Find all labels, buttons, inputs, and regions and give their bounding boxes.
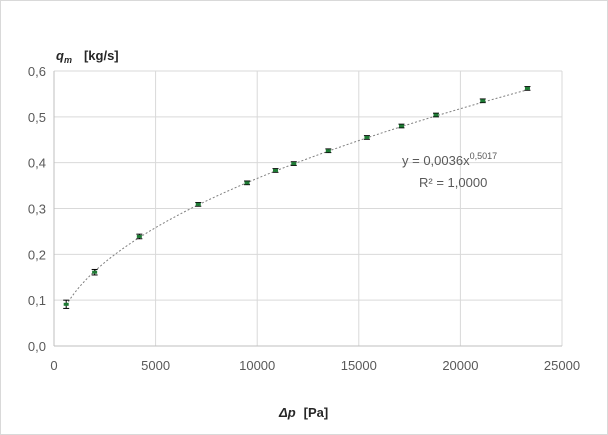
y-axis-unit: [kg/s] [84,48,119,63]
y-tick-label: 0,1 [28,293,46,308]
x-tick-labels: 0 5000 10000 15000 20000 25000 [50,358,580,373]
y-tick-label: 0,2 [28,247,46,262]
data-point [63,302,69,306]
x-tick-label: 0 [50,358,57,373]
trendline-equation-exponent: 0,5017 [470,151,498,161]
data-point [433,113,439,117]
y-axis-subscript: m [64,55,72,65]
y-axis-title: qm [kg/s] [56,48,119,65]
x-axis-title: Δp [Pa] [278,405,328,420]
x-tick-label: 15000 [341,358,377,373]
data-point [136,234,142,238]
data-point [195,202,201,206]
data-point [291,162,297,166]
x-axis-symbol: Δp [278,405,296,420]
y-tick-label: 0,0 [28,339,46,354]
grid-lines [54,70,563,346]
data-point [244,181,250,185]
data-point [272,168,278,172]
y-tick-labels: 0,0 0,1 0,2 0,3 0,4 0,5 0,6 [28,64,46,354]
trendline-equation: y = 0,0036x0,5017 [402,151,497,168]
trendline-equation-base: y = 0,0036x [402,153,470,168]
data-point [524,86,530,90]
data-point [92,270,98,274]
data-point [364,135,370,139]
x-tick-label: 10000 [239,358,275,373]
trendline [65,89,528,306]
y-tick-label: 0,3 [28,202,46,217]
y-axis-symbol: q [56,48,64,63]
axes [53,71,562,347]
x-tick-label: 5000 [141,358,170,373]
x-tick-label: 25000 [544,358,580,373]
y-tick-label: 0,4 [28,156,46,171]
data-point [325,149,331,153]
data-point [480,99,486,103]
y-tick-label: 0,5 [28,110,46,125]
data-points [63,86,530,306]
data-point [398,124,404,128]
r-squared-label: R² = 1,0000 [419,175,487,190]
x-axis-unit: [Pa] [304,405,329,420]
x-tick-label: 20000 [442,358,478,373]
y-tick-label: 0,6 [28,64,46,79]
